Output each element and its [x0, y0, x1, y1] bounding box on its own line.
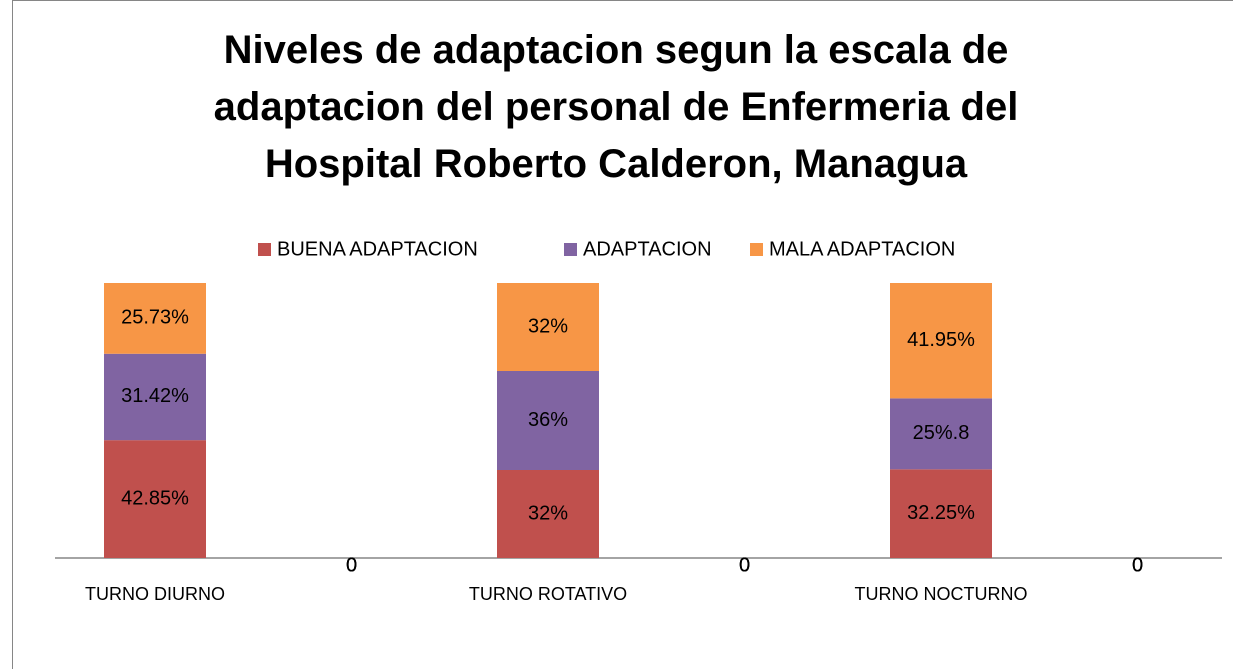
- data-label: 0: [1132, 554, 1143, 576]
- chart-border: [12, 0, 1233, 669]
- legend-label: ADAPTACION: [583, 238, 712, 260]
- data-label: 0: [346, 554, 357, 576]
- data-label: 41.95%: [907, 329, 975, 351]
- bar-segment: [497, 283, 599, 371]
- legend-label: MALA ADAPTACION: [769, 238, 955, 260]
- data-label: 32.25%: [907, 502, 975, 524]
- bar-segment: [497, 371, 599, 470]
- x-tick-label: TURNO NOCTURNO: [854, 584, 1028, 604]
- bar-segment: [890, 398, 992, 470]
- legend-label: BUENA ADAPTACION: [277, 238, 478, 260]
- legend-swatch: [258, 243, 271, 256]
- legend-swatch: [564, 243, 577, 256]
- data-label: 0: [346, 554, 357, 576]
- x-tick-label: TURNO DIURNO: [85, 584, 225, 604]
- x-tick-label: TURNO ROTATIVO: [468, 584, 628, 604]
- bar-segment: [497, 470, 599, 558]
- data-label: 25%.8: [913, 422, 970, 444]
- data-label: 0: [1132, 554, 1143, 576]
- bar-segment: [104, 440, 206, 558]
- data-label: 32%: [528, 502, 568, 524]
- legend-swatch: [750, 243, 763, 256]
- bar-segment: [104, 353, 206, 441]
- bar-segment: [890, 469, 992, 558]
- data-label: 25.73%: [121, 307, 189, 329]
- chart-title: Niveles de adaptacion segun la escala de…: [213, 28, 1019, 186]
- data-label: 0: [739, 554, 750, 576]
- data-label: 32%: [528, 315, 568, 337]
- bar-segment: [104, 283, 206, 354]
- data-label: 0: [739, 554, 750, 576]
- data-label: 0: [1132, 554, 1143, 576]
- data-label: 0: [739, 554, 750, 576]
- data-label: 36%: [528, 409, 568, 431]
- data-label: 31.42%: [121, 385, 189, 407]
- data-label: 42.85%: [121, 487, 189, 509]
- bar-segment: [890, 283, 992, 399]
- data-label: 0: [346, 554, 357, 576]
